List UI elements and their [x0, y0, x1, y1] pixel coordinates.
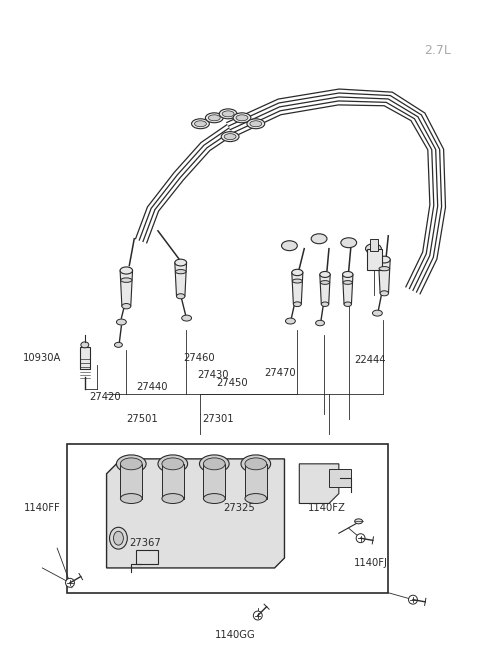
Ellipse shape: [162, 458, 184, 470]
Ellipse shape: [175, 270, 186, 274]
Bar: [204, 464, 225, 498]
Circle shape: [66, 578, 74, 588]
Polygon shape: [343, 274, 353, 304]
Ellipse shape: [311, 234, 327, 244]
Text: 1140FZ: 1140FZ: [308, 504, 346, 514]
Text: 27470: 27470: [264, 367, 296, 378]
Bar: [329, 469, 351, 487]
Circle shape: [356, 534, 365, 542]
Ellipse shape: [355, 519, 362, 524]
Text: 27460: 27460: [184, 353, 216, 363]
Ellipse shape: [117, 455, 146, 473]
Text: 27325: 27325: [223, 504, 255, 514]
Ellipse shape: [192, 119, 209, 128]
Ellipse shape: [236, 115, 248, 121]
Text: 27420: 27420: [89, 392, 120, 402]
Bar: [245, 464, 267, 498]
Polygon shape: [120, 271, 132, 306]
Ellipse shape: [120, 458, 142, 470]
Text: 1140FJ: 1140FJ: [354, 558, 387, 568]
Ellipse shape: [366, 244, 381, 253]
Circle shape: [253, 611, 262, 620]
Bar: [162, 464, 184, 498]
Text: 27430: 27430: [198, 369, 229, 380]
Ellipse shape: [182, 315, 192, 321]
Ellipse shape: [320, 280, 330, 284]
Ellipse shape: [316, 320, 324, 326]
Ellipse shape: [233, 113, 251, 122]
Circle shape: [408, 595, 418, 604]
Text: 1140FF: 1140FF: [24, 504, 60, 514]
Ellipse shape: [121, 278, 132, 282]
Ellipse shape: [292, 269, 303, 276]
Ellipse shape: [113, 531, 123, 545]
Bar: [120, 464, 142, 498]
Polygon shape: [107, 459, 285, 568]
Ellipse shape: [120, 267, 132, 274]
Ellipse shape: [250, 121, 262, 126]
Ellipse shape: [281, 241, 297, 251]
Bar: [371, 239, 378, 251]
Ellipse shape: [221, 132, 239, 141]
Ellipse shape: [245, 494, 267, 504]
Ellipse shape: [245, 458, 267, 470]
Ellipse shape: [321, 302, 329, 307]
Ellipse shape: [205, 113, 223, 122]
Bar: [136, 550, 158, 564]
Ellipse shape: [341, 238, 357, 248]
Polygon shape: [175, 263, 187, 296]
Bar: [367, 249, 383, 271]
Ellipse shape: [81, 342, 89, 348]
Bar: [80, 347, 90, 369]
Ellipse shape: [109, 527, 127, 549]
Ellipse shape: [194, 121, 206, 126]
Ellipse shape: [120, 494, 142, 504]
Text: 1140GG: 1140GG: [215, 630, 255, 641]
Ellipse shape: [379, 267, 390, 271]
Ellipse shape: [158, 455, 188, 473]
Text: 2.7L: 2.7L: [424, 44, 451, 57]
Polygon shape: [320, 274, 330, 304]
Ellipse shape: [208, 115, 220, 121]
Ellipse shape: [292, 279, 302, 283]
Text: 27301: 27301: [203, 414, 234, 424]
Ellipse shape: [372, 310, 383, 316]
Ellipse shape: [247, 119, 264, 128]
Polygon shape: [300, 464, 339, 504]
Ellipse shape: [320, 271, 330, 278]
Text: 27450: 27450: [216, 377, 248, 388]
Polygon shape: [378, 259, 390, 293]
Ellipse shape: [344, 302, 351, 307]
Text: 27367: 27367: [129, 538, 161, 548]
Ellipse shape: [177, 293, 185, 299]
Ellipse shape: [219, 109, 237, 119]
Text: 10930A: 10930A: [23, 353, 61, 363]
Ellipse shape: [114, 343, 122, 347]
Ellipse shape: [293, 302, 301, 307]
Ellipse shape: [378, 256, 390, 263]
Ellipse shape: [380, 291, 388, 296]
Text: 27440: 27440: [136, 383, 168, 392]
Ellipse shape: [175, 259, 187, 266]
Ellipse shape: [241, 455, 271, 473]
Ellipse shape: [224, 134, 236, 140]
Ellipse shape: [343, 271, 353, 278]
Bar: [67, 444, 388, 593]
Ellipse shape: [204, 494, 225, 504]
Ellipse shape: [200, 455, 229, 473]
Text: 27501: 27501: [126, 414, 158, 424]
Polygon shape: [292, 272, 303, 304]
Ellipse shape: [286, 318, 295, 324]
Ellipse shape: [162, 494, 184, 504]
Ellipse shape: [222, 111, 234, 117]
Text: 22444: 22444: [355, 355, 386, 365]
Ellipse shape: [122, 303, 131, 309]
Ellipse shape: [117, 319, 126, 325]
Ellipse shape: [204, 458, 225, 470]
Ellipse shape: [343, 280, 352, 284]
